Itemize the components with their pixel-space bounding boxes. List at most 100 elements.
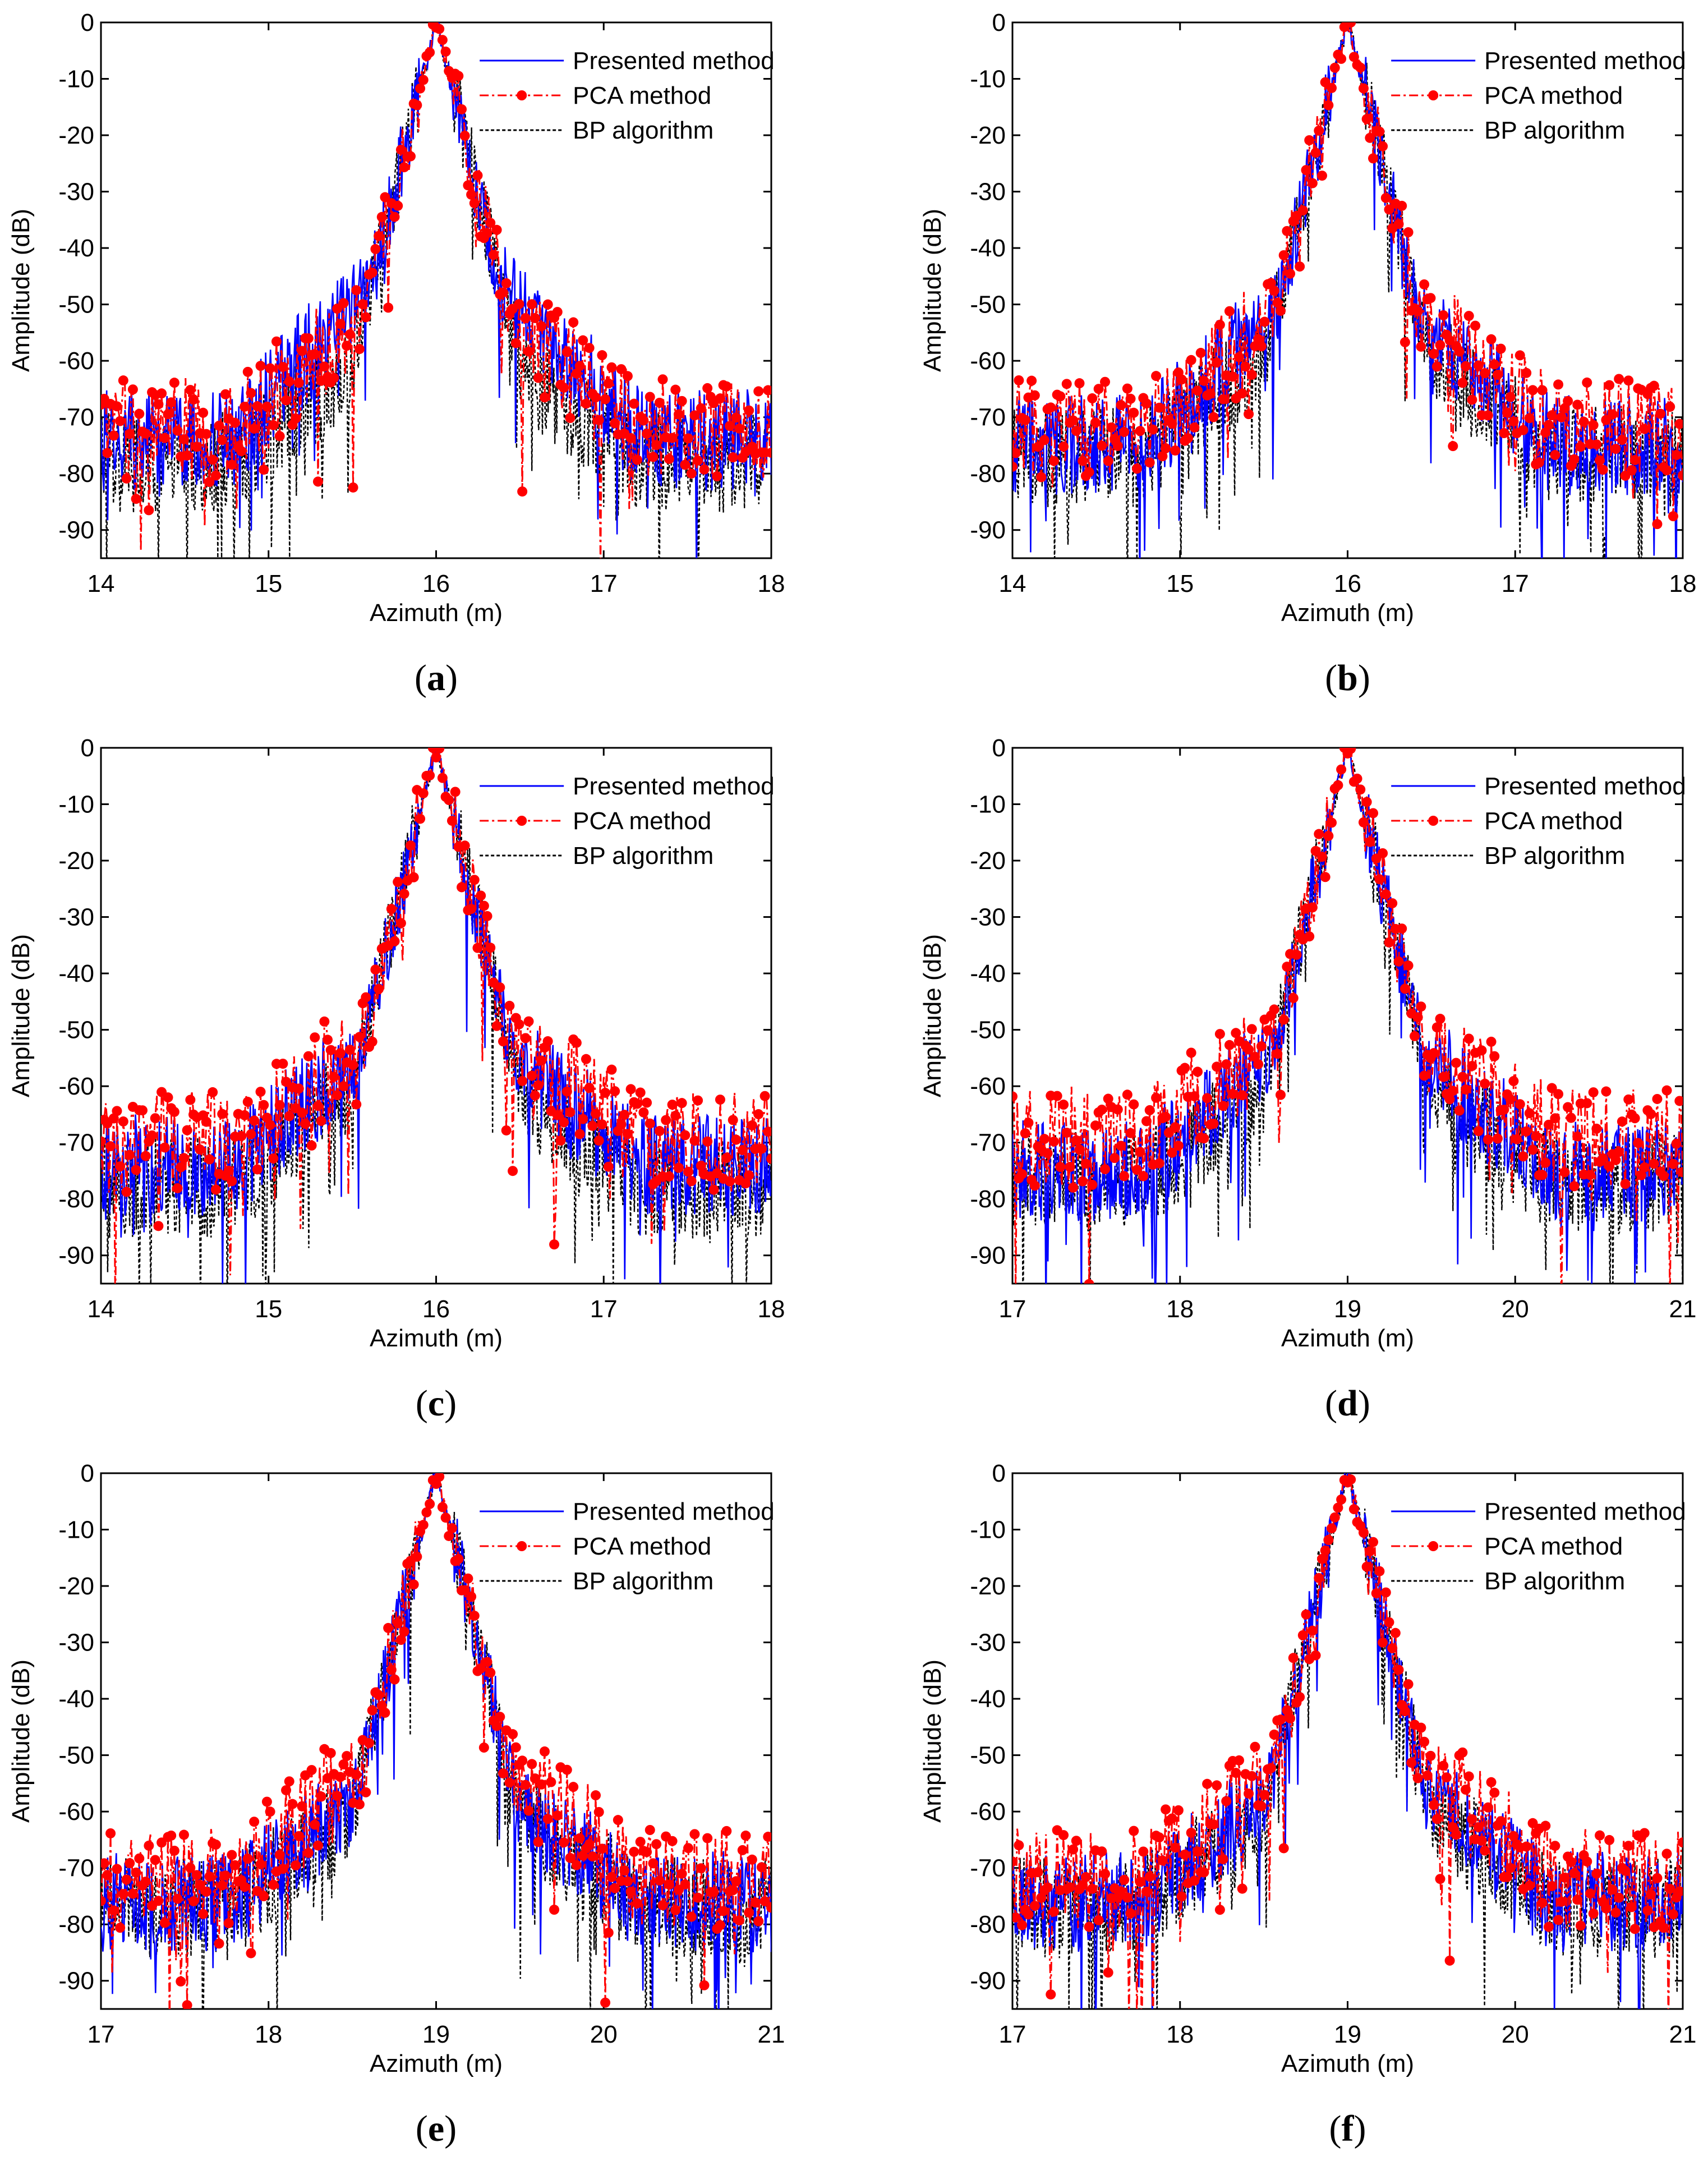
y-tick-label: -10 xyxy=(970,66,1006,93)
pca-marker xyxy=(753,1916,764,1926)
pca-marker xyxy=(1610,444,1621,454)
pca-marker xyxy=(1202,1093,1213,1104)
pca-marker xyxy=(227,1176,237,1187)
pca-marker xyxy=(217,1880,228,1891)
x-tick-label: 14 xyxy=(88,1295,115,1323)
pca-marker xyxy=(1218,394,1228,404)
pca-marker xyxy=(1378,141,1388,151)
pca-marker xyxy=(1540,1157,1551,1168)
pca-marker xyxy=(169,378,179,388)
pca-marker xyxy=(351,1769,362,1780)
pca-marker xyxy=(1435,1014,1445,1024)
pca-marker xyxy=(1444,1094,1455,1105)
pca-marker xyxy=(683,1843,694,1854)
pca-marker xyxy=(1080,1158,1091,1169)
pca-marker xyxy=(393,200,403,211)
pca-marker xyxy=(702,1833,713,1843)
pca-marker xyxy=(1575,442,1586,452)
x-tick-label: 21 xyxy=(758,2021,785,2048)
pca-marker xyxy=(306,1765,317,1776)
pca-marker xyxy=(459,130,470,141)
pca-marker xyxy=(105,1141,116,1152)
pca-marker xyxy=(1214,1905,1225,1915)
pca-marker xyxy=(399,1626,409,1637)
pca-marker xyxy=(686,468,697,479)
pca-marker xyxy=(584,1083,595,1093)
pca-marker xyxy=(1378,848,1388,858)
x-axis-label: Azimuth (m) xyxy=(1281,2050,1414,2077)
panel-caption: (e) xyxy=(416,2108,457,2149)
pca-marker xyxy=(651,1839,662,1850)
legend-label: BP algorithm xyxy=(573,117,713,144)
pca-marker xyxy=(166,397,177,408)
legend-label: PCA method xyxy=(1484,82,1623,109)
pca-marker xyxy=(259,1891,269,1902)
pca-marker xyxy=(259,1100,269,1110)
pca-marker xyxy=(108,1905,119,1916)
chart-panel-f: 0 -10 -20 -30 -40 -50 -60 -70 -80 -90 17 18 19 20 21 Az… xyxy=(919,1460,1696,2149)
pca-marker xyxy=(1100,1869,1111,1879)
pca-marker xyxy=(220,1870,231,1881)
pca-marker xyxy=(510,1742,521,1753)
pca-marker xyxy=(150,1113,160,1124)
y-tick-label: -60 xyxy=(58,1798,94,1826)
pca-marker xyxy=(1658,1170,1669,1181)
pca-marker xyxy=(476,890,486,901)
pca-marker xyxy=(1071,1135,1081,1146)
pca-marker xyxy=(644,1825,655,1836)
pca-marker xyxy=(204,1154,215,1165)
pca-marker xyxy=(1087,1883,1098,1894)
pca-marker xyxy=(539,1746,550,1757)
pca-marker xyxy=(648,1858,659,1869)
pca-marker xyxy=(163,409,173,420)
pca-marker xyxy=(1431,361,1442,372)
x-tick-label: 18 xyxy=(758,570,785,597)
pca-marker xyxy=(1380,1587,1391,1598)
pca-marker xyxy=(1017,1169,1028,1179)
pca-marker xyxy=(457,882,467,893)
pca-marker xyxy=(1416,1001,1426,1012)
pca-marker xyxy=(1486,1036,1497,1047)
pca-marker xyxy=(1039,435,1049,445)
pca-marker xyxy=(459,1585,470,1596)
y-axis-label: Amplitude (dB) xyxy=(7,209,35,372)
pca-marker xyxy=(1399,983,1410,994)
pca-marker xyxy=(699,1980,710,1990)
pca-marker xyxy=(1419,279,1430,289)
pca-marker xyxy=(338,1081,349,1092)
pca-marker xyxy=(1231,1768,1241,1778)
pca-marker xyxy=(1208,1119,1219,1129)
pca-marker xyxy=(673,409,684,420)
pca-marker xyxy=(335,1048,346,1059)
pca-marker xyxy=(1333,1502,1343,1513)
y-tick-label: -90 xyxy=(970,1242,1006,1270)
pca-marker xyxy=(1601,1903,1612,1914)
pca-marker xyxy=(1629,1924,1640,1934)
y-tick-label: -80 xyxy=(970,1185,1006,1213)
pca-marker xyxy=(1316,852,1327,862)
pca-marker xyxy=(268,1153,279,1164)
pca-marker xyxy=(159,433,170,443)
pca-marker xyxy=(1387,898,1398,909)
pca-marker xyxy=(1131,463,1142,474)
pca-marker xyxy=(559,1837,569,1848)
pca-marker xyxy=(600,1997,611,2008)
y-tick-label: -70 xyxy=(970,404,1006,431)
pca-marker xyxy=(1489,1787,1500,1798)
pca-marker xyxy=(1046,402,1056,413)
y-tick-label: 0 xyxy=(81,734,94,762)
pca-marker xyxy=(712,471,722,481)
pca-marker xyxy=(284,1776,294,1787)
pca-marker xyxy=(1307,902,1318,913)
pca-marker xyxy=(319,1016,330,1027)
pca-marker xyxy=(274,431,285,442)
legend-label: PCA method xyxy=(1484,1533,1623,1560)
pca-marker xyxy=(1017,1920,1028,1930)
legend-marker xyxy=(1428,1541,1439,1551)
pca-marker xyxy=(201,429,211,439)
pca-marker xyxy=(204,477,215,488)
pca-marker xyxy=(332,1791,343,1801)
pca-marker xyxy=(523,346,534,357)
pca-marker xyxy=(281,1785,292,1796)
pca-marker xyxy=(622,371,633,381)
